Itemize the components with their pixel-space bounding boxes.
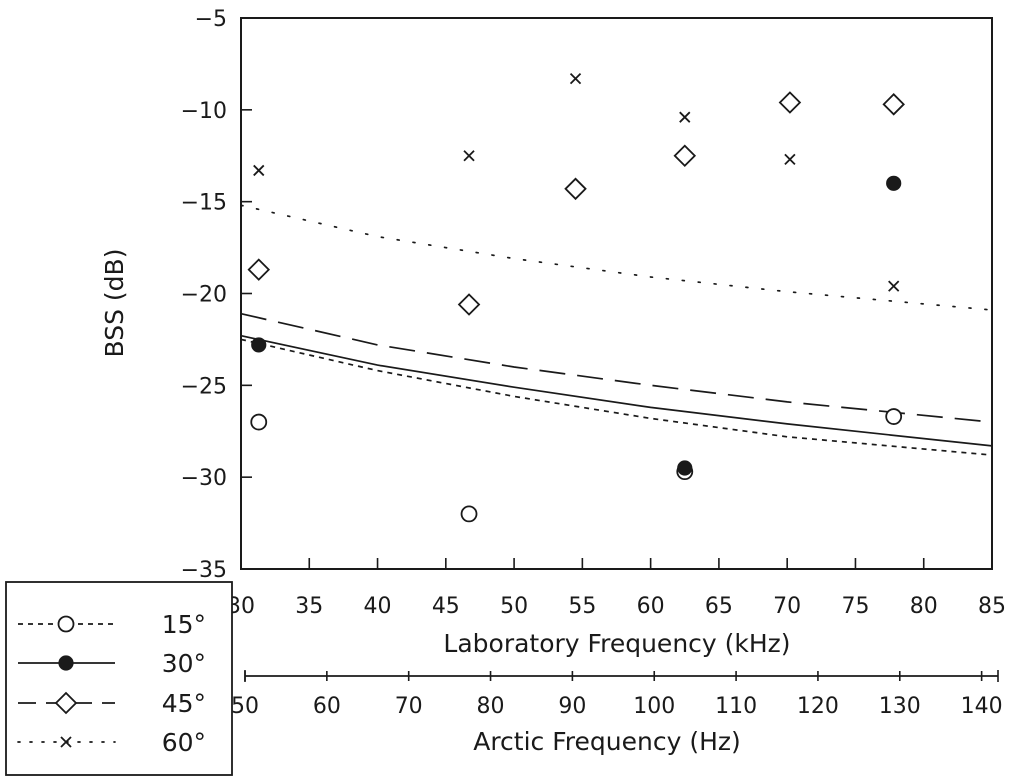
fit-line-4: [240, 204, 993, 311]
point-series-3: [457, 293, 481, 316]
y-tick-label: −5: [195, 7, 227, 32]
x-tick-label: 50: [500, 594, 528, 619]
plot-frame: [240, 17, 993, 570]
legend-label-1: 15°: [162, 610, 206, 639]
legend-marker-4: [60, 736, 72, 748]
point-series-1: [250, 413, 268, 431]
data-points: [247, 72, 905, 523]
point-series-2: [886, 175, 902, 191]
x-tick-label: 65: [705, 594, 733, 619]
x-tick-label: 80: [910, 594, 938, 619]
point-series-4: [888, 280, 900, 292]
legend-marker-2: [58, 655, 74, 671]
point-series-1: [460, 505, 478, 523]
point-series-4: [569, 72, 582, 85]
fit-line-2: [240, 334, 993, 447]
x2-tick-label: 110: [715, 694, 757, 719]
x2-tick-label: 60: [313, 694, 341, 719]
fit-lines: [240, 204, 993, 456]
x2-tick-label: 130: [879, 694, 921, 719]
x2-tick-label: 50: [231, 694, 259, 719]
legend-marker-3: [54, 691, 78, 715]
x-tick-label: 85: [978, 594, 1006, 619]
x-tick-label: 75: [841, 594, 869, 619]
x2-tick-label: 70: [395, 694, 423, 719]
point-series-2: [251, 337, 267, 353]
point-series-2: [677, 460, 693, 476]
y-tick-label: −35: [181, 558, 227, 583]
x-tick-label: 70: [773, 594, 801, 619]
x2-tick-label: 90: [558, 694, 586, 719]
y-axis-title: BSS (dB): [100, 249, 129, 358]
y-tick-label: −20: [181, 283, 227, 308]
point-series-3: [778, 91, 802, 114]
legend-label-3: 45°: [162, 689, 206, 718]
point-series-1: [885, 408, 903, 425]
fit-line-1: [240, 338, 993, 456]
point-series-3: [564, 177, 587, 201]
fit-line-3: [240, 312, 993, 423]
legend-label-2: 30°: [162, 649, 206, 678]
x-axis-title: Laboratory Frequency (kHz): [443, 629, 790, 658]
legend-label-4: 60°: [162, 728, 206, 757]
point-series-4: [253, 164, 265, 177]
x2-tick-label: 80: [477, 694, 505, 719]
point-series-3: [882, 93, 905, 116]
y-tick-label: −25: [181, 374, 227, 399]
point-series-3: [247, 258, 271, 281]
x2-tick-label: 100: [633, 694, 675, 719]
point-series-3: [673, 144, 697, 168]
x2-tick-label: 140: [961, 694, 1003, 719]
x-tick-label: 45: [432, 594, 460, 619]
y-tick-label: −30: [181, 466, 227, 491]
x-tick-label: 60: [637, 594, 665, 619]
y-tick-label: −15: [181, 191, 227, 216]
point-series-4: [679, 111, 691, 123]
point-series-4: [463, 150, 475, 162]
x-tick-label: 35: [295, 594, 323, 619]
legend: 15° 30° 45° 60°: [5, 581, 233, 776]
legend-marker-1: [57, 615, 75, 633]
point-series-4: [784, 153, 796, 166]
x2-tick-label: 120: [797, 694, 839, 719]
x-tick-label: 55: [568, 594, 596, 619]
y-tick-label: −10: [181, 99, 227, 124]
x2-axis-title: Arctic Frequency (Hz): [473, 727, 741, 756]
x-tick-label: 40: [364, 594, 392, 619]
